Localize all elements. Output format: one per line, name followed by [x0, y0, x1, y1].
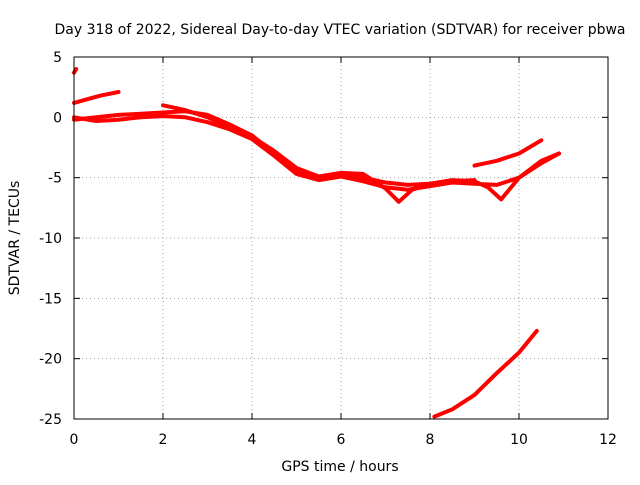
- y-tick-label: -10: [39, 231, 62, 247]
- y-tick-label: -15: [39, 291, 62, 307]
- y-tick-label: 5: [53, 50, 62, 66]
- chart-title: Day 318 of 2022, Sidereal Day-to-day VTE…: [54, 22, 625, 38]
- x-tick-label: 12: [599, 432, 617, 448]
- y-tick-label: -20: [39, 352, 62, 368]
- series-line-arc-5: [161, 103, 561, 204]
- series-line-arc-6: [472, 138, 544, 168]
- y-axis-label: SDTVAR / TECUs: [7, 181, 23, 296]
- plot-frame: [73, 56, 609, 420]
- x-axis-label: GPS time / hours: [281, 459, 398, 475]
- x-tick-label: 6: [337, 432, 346, 448]
- x-tick-label: 8: [426, 432, 435, 448]
- x-tick-label: 0: [70, 432, 79, 448]
- y-tick-label: 0: [53, 110, 62, 126]
- x-tick-label: 2: [159, 432, 168, 448]
- y-tick-label: -25: [39, 412, 62, 428]
- series-line-arc-2: [72, 90, 121, 105]
- series-line-arc-3: [72, 109, 477, 187]
- x-tick-label: 10: [510, 432, 528, 448]
- tick-labels: 0 2 4 6 8 10 12 5 0 -5 -10 -15 -20 -25: [39, 50, 617, 448]
- x-tick-label: 4: [248, 432, 257, 448]
- series-line-arc-7: [432, 328, 539, 419]
- data-series: [72, 67, 561, 419]
- series-line-arc-4: [72, 114, 561, 192]
- y-tick-label: -5: [48, 171, 62, 187]
